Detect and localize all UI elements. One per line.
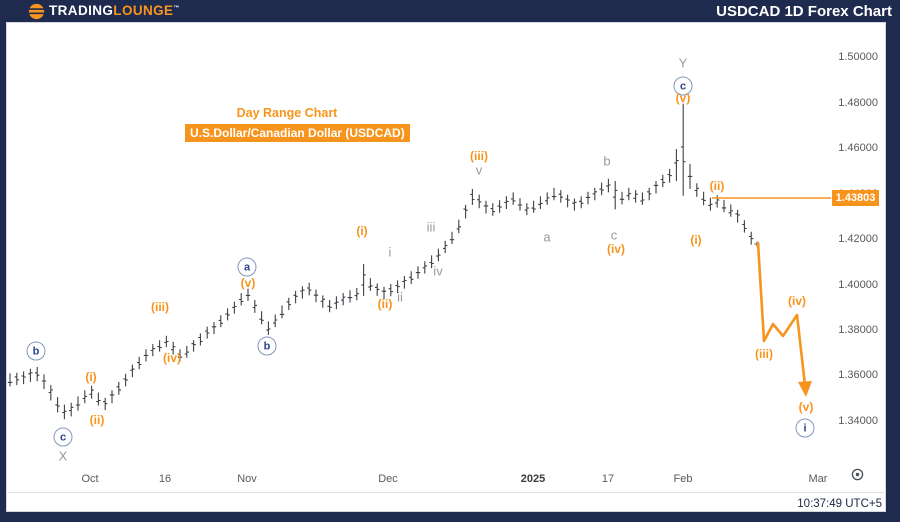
wave-label-circled: i [795, 418, 815, 438]
wave-label: (ii) [709, 179, 725, 193]
forecast-path[interactable] [756, 241, 807, 387]
clock-label[interactable]: 10:37:49 UTC+5 [797, 498, 882, 510]
wave-label: (iv) [163, 351, 181, 365]
wave-label: i [388, 244, 392, 260]
wave-label-circled: b [26, 341, 46, 361]
instrument-label: U.S.Dollar/Canadian Dollar (USDCAD) [185, 124, 410, 142]
wave-label: (v) [798, 400, 814, 414]
wave-label: (iv) [607, 242, 625, 256]
x-axis-label[interactable]: Feb [673, 473, 693, 485]
wave-label: (i) [690, 233, 702, 247]
brand-lounge: LOUNGE [113, 3, 174, 19]
wave-label: Y [678, 55, 688, 71]
wave-label: c [610, 227, 618, 243]
wave-label: (i) [356, 224, 368, 238]
wave-label: b [603, 153, 611, 169]
wave-label: v [475, 162, 483, 178]
trademark-symbol: ™ [173, 5, 180, 12]
wave-label: (i) [85, 370, 97, 384]
wave-label: (ii) [377, 297, 393, 311]
wave-label-circled: b [257, 336, 277, 356]
wave-label: ii [397, 289, 403, 305]
x-axis-label[interactable]: 17 [601, 473, 615, 485]
x-axis-label[interactable]: Mar [808, 473, 828, 485]
forecast-arrow-head [798, 381, 812, 397]
wave-label: (v) [675, 91, 691, 105]
brand-trading: TRADING [49, 3, 114, 19]
y-axis-label: 1.48000 [838, 97, 878, 109]
x-axis-separator [6, 492, 885, 493]
wave-label: (ii) [89, 413, 105, 427]
wave-label: (iii) [151, 300, 169, 314]
tradinglounge-logo-icon [28, 3, 45, 19]
wave-label: (iv) [788, 294, 806, 308]
wave-label-circled: c [673, 76, 693, 96]
x-axis-label[interactable]: Oct [81, 473, 99, 485]
day-range-chart-label: Day Range Chart [236, 106, 338, 120]
header-bar: TRADINGLOUNGE™ USDCAD 1D Forex Chart [0, 0, 900, 22]
y-axis-label: 1.36000 [838, 369, 878, 381]
wave-label: iii [426, 219, 436, 235]
x-axis-label[interactable]: 16 [158, 473, 172, 485]
wave-label-circled: a [237, 257, 257, 277]
wave-label: a [543, 229, 551, 245]
chart-canvas[interactable] [6, 22, 886, 512]
page-title: USDCAD 1D Forex Chart [716, 2, 892, 20]
last-price-tag: 1.43803 [832, 190, 879, 206]
wave-label: (iii) [755, 347, 773, 361]
brand-logo[interactable]: TRADINGLOUNGE™ [28, 3, 180, 20]
y-axis-label: 1.34000 [838, 415, 878, 427]
brand-name: TRADINGLOUNGE™ [49, 4, 180, 18]
wave-label-circled: c [53, 427, 73, 447]
y-axis-label: 1.42000 [838, 233, 878, 245]
x-axis-label[interactable]: 2025 [520, 473, 546, 485]
price-bars [7, 103, 754, 420]
settings-icon[interactable] [850, 467, 865, 487]
y-axis-label: 1.46000 [838, 142, 878, 154]
wave-label: iv [433, 263, 443, 279]
y-axis-label: 1.38000 [838, 324, 878, 336]
wave-label: X [58, 448, 68, 464]
wave-label: (iii) [470, 149, 488, 163]
x-axis-label[interactable]: Nov [237, 473, 257, 485]
wave-label: (v) [240, 276, 256, 290]
y-axis-label: 1.40000 [838, 279, 878, 291]
x-axis-label[interactable]: Dec [378, 473, 398, 485]
y-axis-label: 1.50000 [838, 51, 878, 63]
